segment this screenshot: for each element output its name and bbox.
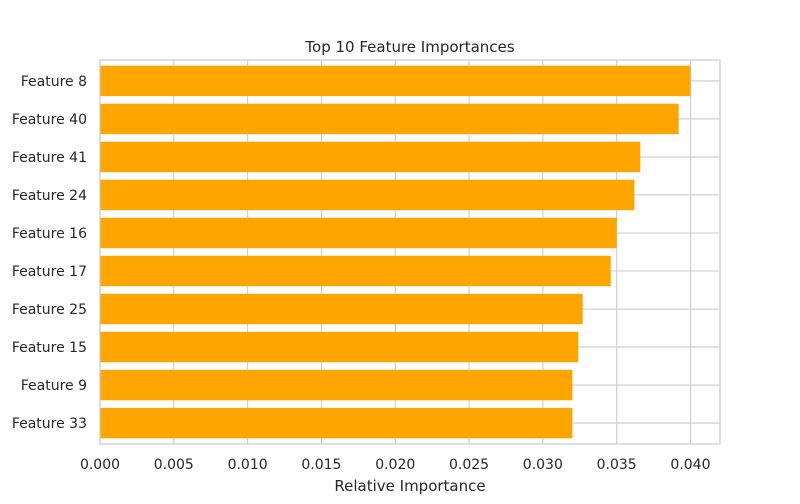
bar-feature-25 — [100, 293, 583, 325]
y-tick-label: Feature 9 — [21, 378, 87, 394]
y-tick-label: Feature 17 — [12, 264, 87, 280]
x-tick-label: 0.040 — [670, 457, 710, 473]
y-tick-label: Feature 40 — [12, 112, 87, 128]
bar-feature-17 — [100, 255, 611, 287]
bar-feature-41 — [100, 141, 641, 173]
bar-feature-40 — [100, 103, 679, 135]
x-tick-label: 0.035 — [597, 457, 637, 473]
plot-frame — [99, 59, 721, 445]
bar-feature-33 — [100, 407, 573, 439]
y-tick-label: Feature 15 — [12, 340, 87, 356]
x-tick-label: 0.030 — [523, 457, 563, 473]
x-tick-label: 0.000 — [80, 457, 120, 473]
bar-feature-24 — [100, 179, 635, 211]
x-tick-labels: 0.000 0.005 0.010 0.015 0.020 0.025 0.030 0.035… — [80, 457, 711, 473]
x-tick-label: 0.010 — [228, 457, 268, 473]
bar-feature-15 — [100, 331, 579, 363]
y-tick-label: Feature 41 — [12, 150, 87, 166]
y-tick-labels: Feature 8 Feature 40 Feature 41 Feature 24 F… — [12, 74, 87, 432]
y-tick-label: Feature 33 — [12, 416, 87, 432]
y-tick-label: Feature 25 — [12, 302, 87, 318]
y-tick-label: Feature 24 — [12, 188, 87, 204]
bars — [100, 65, 691, 439]
y-tick-label: Feature 8 — [21, 74, 87, 90]
x-tick-label: 0.005 — [154, 457, 194, 473]
x-tick-label: 0.025 — [449, 457, 489, 473]
bar-feature-8 — [100, 65, 691, 97]
chart-title: Top 10 Feature Importances — [304, 38, 514, 56]
bar-feature-9 — [100, 369, 573, 401]
x-tick-label: 0.015 — [301, 457, 341, 473]
bar-feature-16 — [100, 217, 617, 249]
y-tick-label: Feature 16 — [12, 226, 87, 242]
x-tick-label: 0.020 — [375, 457, 415, 473]
x-axis-label: Relative Importance — [334, 477, 485, 495]
